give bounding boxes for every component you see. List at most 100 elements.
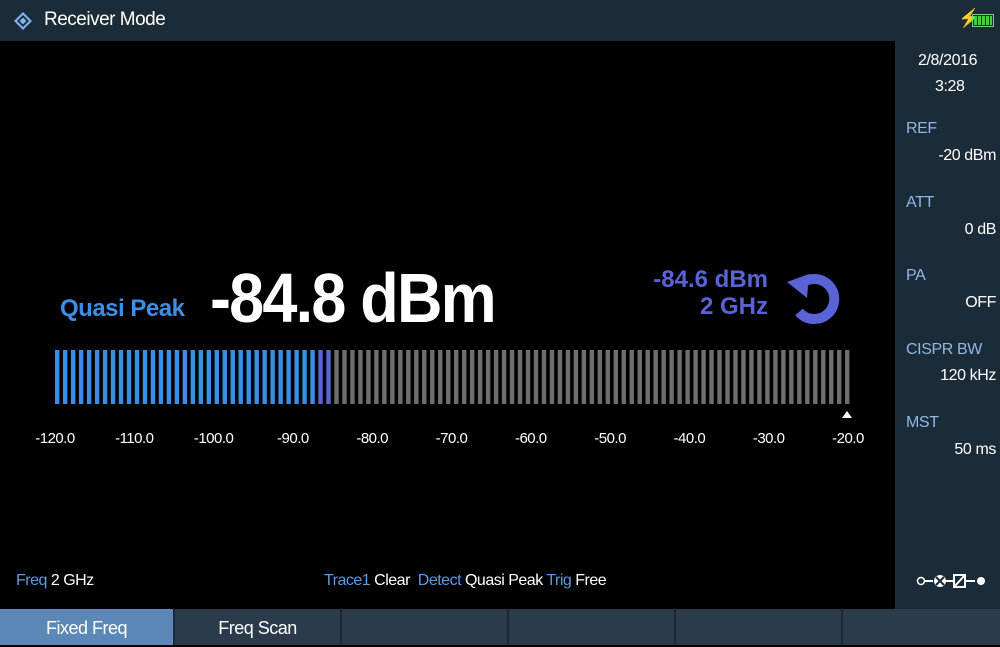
bar-segment bbox=[246, 350, 251, 404]
bar-segment bbox=[573, 350, 579, 404]
bar-segment bbox=[382, 350, 387, 404]
bar-segment bbox=[773, 350, 778, 404]
bar-segment bbox=[446, 350, 451, 404]
softkey-4[interactable] bbox=[509, 609, 676, 645]
softkey-5[interactable] bbox=[676, 609, 843, 645]
trace-value: Clear bbox=[374, 572, 410, 589]
ref-marker-icon bbox=[842, 411, 852, 418]
bar-segment bbox=[629, 350, 634, 404]
scale-tick-label: -20.0 bbox=[832, 430, 864, 447]
bar-segment bbox=[533, 350, 539, 404]
meas-time-value[interactable]: 50 ms bbox=[954, 441, 996, 458]
rohde-schwarz-logo-icon bbox=[14, 12, 32, 30]
bar-segment bbox=[653, 350, 658, 404]
bar-segment bbox=[222, 350, 227, 404]
detect-label: Detect bbox=[417, 572, 462, 589]
bar-segment bbox=[485, 350, 491, 404]
bar-segment bbox=[430, 350, 435, 404]
bar-segment bbox=[477, 350, 483, 404]
connection-status-icon bbox=[916, 574, 985, 588]
bandwidth-value[interactable]: 120 kHz bbox=[940, 367, 996, 384]
battery-icon bbox=[972, 14, 994, 27]
bar-segment bbox=[685, 350, 690, 404]
bar-segment bbox=[461, 350, 467, 404]
bar-segment bbox=[366, 350, 371, 404]
softkey-6[interactable] bbox=[843, 609, 1000, 645]
freq-value: 2 GHz bbox=[50, 572, 94, 589]
fixed-freq-softkey[interactable]: Fixed Freq bbox=[0, 609, 175, 645]
scale-tick-label: -60.0 bbox=[514, 430, 547, 447]
bar-segment bbox=[837, 350, 842, 404]
bar-segment bbox=[581, 350, 587, 404]
bar-segment bbox=[693, 350, 698, 404]
scale-tick-label: -80.0 bbox=[356, 430, 389, 447]
bar-segment bbox=[310, 350, 315, 404]
preamp-label: PA bbox=[906, 267, 926, 284]
scale-tick-label: -110.0 bbox=[115, 430, 154, 447]
bar-segment bbox=[733, 350, 738, 404]
bar-segment bbox=[334, 350, 339, 404]
bar-segment bbox=[501, 350, 507, 404]
bar-segment bbox=[845, 350, 850, 404]
bar-segment bbox=[597, 350, 603, 404]
bar-segment bbox=[350, 350, 355, 404]
bar-segment bbox=[318, 350, 323, 404]
bar-segment bbox=[557, 350, 563, 404]
preamp-value[interactable]: OFF bbox=[965, 294, 996, 311]
bar-segment bbox=[765, 350, 770, 404]
status-trace: Trace1 Clear Detect Quasi Peak Trig Free bbox=[324, 572, 607, 590]
window-title: Receiver Mode bbox=[44, 9, 166, 30]
bar-segment bbox=[206, 350, 212, 404]
bar-segment bbox=[709, 350, 714, 404]
scale-tick-label: -90.0 bbox=[277, 430, 309, 447]
bar-segment bbox=[821, 350, 826, 404]
attenuation-value[interactable]: 0 dB bbox=[964, 221, 997, 238]
bar-segment bbox=[805, 350, 810, 404]
bar-segment bbox=[621, 350, 626, 404]
bar-segment bbox=[78, 350, 84, 404]
bar-segment bbox=[174, 350, 180, 404]
trig-value: Free bbox=[575, 572, 607, 589]
bar-segment bbox=[278, 350, 283, 404]
meas-time-label: MST bbox=[906, 414, 939, 431]
bar-segment bbox=[813, 350, 818, 404]
bar-segment bbox=[669, 350, 674, 404]
scale-tick-label: -70.0 bbox=[435, 430, 468, 447]
reset-arrow-icon[interactable] bbox=[783, 268, 843, 328]
bar-segment bbox=[126, 350, 132, 404]
max-hold-frequency: 2 GHz bbox=[699, 293, 768, 320]
date-display: 2/8/2016 bbox=[918, 52, 978, 69]
bar-segment bbox=[398, 350, 403, 404]
bar-segment bbox=[438, 350, 443, 404]
bar-segment bbox=[469, 350, 475, 404]
bar-segment bbox=[198, 350, 204, 404]
bar-segment bbox=[717, 350, 722, 404]
bar-segment bbox=[613, 350, 618, 404]
bar-segment bbox=[118, 350, 124, 404]
bar-segment bbox=[637, 350, 642, 404]
scale-tick-label: -120.0 bbox=[35, 430, 75, 447]
scale-tick-label: -30.0 bbox=[752, 430, 785, 447]
ref-level-value[interactable]: -20 dBm bbox=[938, 147, 996, 164]
bar-segment bbox=[142, 350, 148, 404]
ref-level-label: REF bbox=[906, 120, 937, 137]
bar-segment bbox=[55, 350, 60, 404]
bar-segment bbox=[230, 350, 235, 404]
bar-segment bbox=[94, 350, 100, 404]
bar-segment bbox=[661, 350, 666, 404]
bar-segment bbox=[589, 350, 595, 404]
bar-segment bbox=[326, 350, 331, 404]
bar-segment bbox=[517, 350, 523, 404]
detector-label: Quasi Peak bbox=[60, 295, 185, 322]
bar-segment bbox=[406, 350, 411, 404]
bar-segment bbox=[829, 350, 834, 404]
bar-segment bbox=[110, 350, 116, 404]
bar-segment bbox=[214, 350, 219, 404]
bar-segment bbox=[302, 350, 307, 404]
bar-segment bbox=[342, 350, 347, 404]
bar-segment bbox=[158, 350, 164, 404]
softkey-3[interactable] bbox=[342, 609, 509, 645]
bar-segment bbox=[701, 350, 706, 404]
freq-scan-softkey[interactable]: Freq Scan bbox=[175, 609, 342, 645]
bar-segment bbox=[725, 350, 730, 404]
